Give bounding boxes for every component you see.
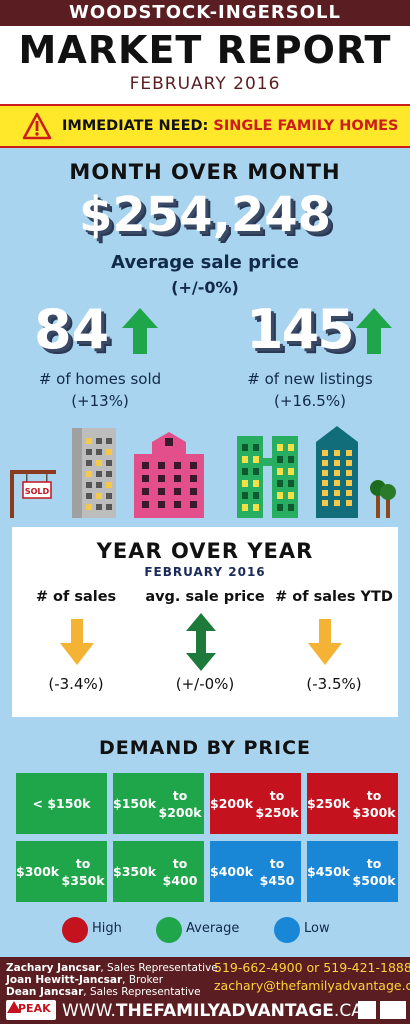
- avg-price-label: Average sale price: [111, 252, 299, 273]
- alert-banner: IMMEDIATE NEED: SINGLE FAMILY HOMES: [0, 104, 410, 148]
- sold-sign-icon: [10, 470, 56, 518]
- demand-tile-label: $150k: [113, 796, 157, 811]
- demand-tile-label: < $150k: [32, 796, 91, 811]
- demand-tile-range: to $500k: [352, 855, 396, 888]
- sold-sign-text: SOLD: [24, 487, 50, 496]
- arrow-down-icon: [60, 619, 94, 665]
- homes-sold-change: (+13%): [71, 392, 129, 410]
- page-title: MARKET REPORT: [18, 28, 392, 72]
- peak-logo: PEAK: [6, 1000, 56, 1020]
- demand-tile: $200k to $250k: [210, 773, 301, 834]
- yoy-heading: YEAR OVER YEAR: [96, 539, 314, 563]
- legend-average-dot: [156, 917, 182, 943]
- legend-high-label: High: [92, 921, 122, 936]
- yoy-change-price: (+/-0%): [175, 675, 235, 693]
- demand-tile: $350k to $400: [113, 841, 204, 902]
- demand-tile: $250k to $300k: [307, 773, 398, 834]
- arrow-up-down-icon: [186, 613, 216, 671]
- homes-sold-value: 84: [34, 298, 110, 361]
- legend-high-dot: [62, 917, 88, 943]
- realtor-logo-icon: [358, 1001, 376, 1019]
- demand-tile-range: to $350k: [61, 855, 105, 888]
- legend-low-dot: [274, 917, 300, 943]
- demand-tile-range: to $400: [162, 855, 198, 888]
- demand-section: DEMAND BY PRICE < $150k $150k to $200k $200…: [0, 717, 410, 957]
- new-listings-label: # of new listings: [247, 370, 373, 388]
- yoy-label-price: avg. sale price: [145, 589, 265, 605]
- avg-price-change: (+/-0%): [171, 278, 239, 297]
- demand-tile: $300k to $350k: [16, 841, 107, 902]
- warning-triangle-icon: [22, 112, 52, 140]
- mountain-icon: [7, 1001, 21, 1013]
- agent-1: Zachary Jancsar, Sales Representative: [6, 962, 218, 974]
- month-over-month-section: MONTH OVER MONTH $254,248 Average sale p…: [0, 148, 410, 526]
- demand-tile-label: $300k: [16, 864, 60, 879]
- demand-tile-label: $400k: [210, 864, 254, 879]
- footer: Zachary Jancsar, Sales Representative Jo…: [0, 957, 410, 1024]
- demand-tile: $450k to $500k: [307, 841, 398, 902]
- report-date: FEBRUARY 2016: [129, 74, 281, 94]
- website-link[interactable]: WWW.THEFAMILYADVANTAGE.CA: [62, 1001, 363, 1021]
- tree-icon: [370, 480, 396, 518]
- legend-low-label: Low: [304, 921, 330, 936]
- demand-heading: DEMAND BY PRICE: [98, 737, 311, 759]
- homes-sold-label: # of homes sold: [38, 370, 162, 388]
- mls-logo-icon: [380, 1001, 406, 1019]
- avg-price-value: $254,248: [78, 187, 332, 243]
- demand-tile-label: $350k: [113, 864, 157, 879]
- demand-tile-range: to $300k: [352, 787, 396, 820]
- legend-average-label: Average: [186, 921, 240, 936]
- year-over-year-card: YEAR OVER YEAR FEBRUARY 2016 # of sales …: [12, 527, 398, 717]
- phone-numbers[interactable]: 519-662-4900 or 519-421-1888: [214, 960, 410, 975]
- demand-tile-label: $200k: [210, 796, 254, 811]
- alert-text: IMMEDIATE NEED: SINGLE FAMILY HOMES: [62, 106, 399, 146]
- yoy-label-sales-ytd: # of sales YTD: [275, 589, 393, 605]
- arrow-up-icon: [122, 308, 158, 354]
- region-name: WOODSTOCK-INGERSOLL: [69, 2, 341, 23]
- demand-tile-range: to $250k: [255, 787, 299, 820]
- demand-tile: < $150k: [16, 773, 107, 834]
- email-link[interactable]: zachary@thefamilyadvantage.ca: [214, 978, 410, 993]
- demand-tile: $400k to $450: [210, 841, 301, 902]
- demand-tile-range: to $450: [259, 855, 295, 888]
- buildings-illustration: [10, 426, 396, 518]
- agent-3: Dean Jancsar, Sales Representative: [6, 986, 201, 998]
- agent-2: Joan Hewitt-Jancsar, Broker: [6, 974, 164, 986]
- demand-tile-range: to $200k: [158, 787, 202, 820]
- peak-logo-text: PEAK: [18, 1002, 51, 1015]
- mom-heading: MONTH OVER MONTH: [69, 160, 341, 184]
- new-listings-value: 145: [246, 298, 355, 361]
- region-banner: WOODSTOCK-INGERSOLL: [0, 0, 410, 26]
- arrow-up-icon: [356, 308, 392, 354]
- yoy-change-sales-ytd: (-3.5%): [306, 675, 362, 693]
- yoy-label-sales: # of sales: [35, 589, 117, 605]
- yoy-change-sales: (-3.4%): [48, 675, 104, 693]
- alert-highlight: SINGLE FAMILY HOMES: [213, 118, 399, 134]
- arrow-down-icon: [308, 619, 342, 665]
- alert-prefix: IMMEDIATE NEED:: [62, 118, 209, 134]
- demand-tile-label: $450k: [307, 864, 351, 879]
- new-listings-change: (+16.5%): [274, 392, 346, 410]
- demand-tile: $150k to $200k: [113, 773, 204, 834]
- yoy-date: FEBRUARY 2016: [144, 565, 266, 579]
- demand-tile-label: $250k: [307, 796, 351, 811]
